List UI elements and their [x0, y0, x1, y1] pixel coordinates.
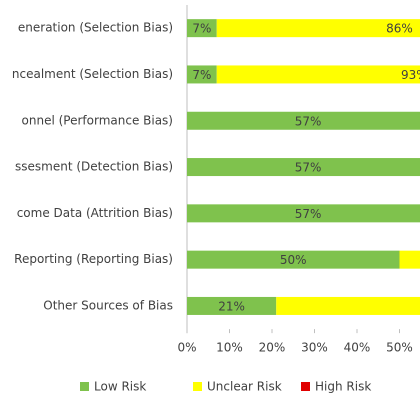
bar-segment [187, 19, 217, 38]
legend-label: Low Risk [94, 380, 146, 394]
value-label: 57% [295, 207, 322, 221]
x-tick-label: 0% [177, 341, 196, 355]
legend-swatch [193, 382, 202, 391]
legend-swatch [80, 382, 89, 391]
bar-segment [216, 19, 420, 38]
value-label: 50% [280, 253, 307, 267]
legend-label: High Risk [315, 380, 371, 394]
category-label: Other Sources of Bias [43, 298, 173, 312]
bar-segment [187, 296, 277, 315]
legend-label: Unclear Risk [207, 380, 282, 394]
bar-segment [187, 65, 217, 84]
bar-segment [187, 250, 400, 269]
category-label: come Data (Attrition Bias) [17, 206, 173, 220]
bar-segment [187, 204, 420, 223]
value-label: 21% [218, 299, 245, 313]
bar-segment [187, 111, 420, 130]
x-tick-label: 40% [344, 341, 371, 355]
bar-segment [399, 250, 420, 269]
bar-segment [276, 296, 420, 315]
category-label: onnel (Performance Bias) [22, 113, 173, 127]
x-tick-label: 20% [259, 341, 286, 355]
category-label: ncealment (Selection Bias) [12, 67, 173, 81]
value-label: 7% [192, 68, 211, 82]
x-tick-label: 10% [216, 341, 243, 355]
value-label: 93% [401, 68, 420, 82]
value-label: 57% [295, 161, 322, 175]
category-label: eneration (Selection Bias) [18, 21, 173, 35]
legend-swatch [301, 382, 310, 391]
x-tick-label: 30% [301, 341, 328, 355]
value-label: 86% [386, 22, 413, 36]
category-label: ssesment (Detection Bias) [15, 160, 173, 174]
bar-segment [187, 158, 420, 177]
category-label: Reporting (Reporting Bias) [14, 252, 173, 266]
value-label: 57% [295, 114, 322, 128]
value-label: 7% [192, 22, 211, 36]
x-tick-label: 50% [386, 341, 413, 355]
bar-segment [216, 65, 420, 84]
